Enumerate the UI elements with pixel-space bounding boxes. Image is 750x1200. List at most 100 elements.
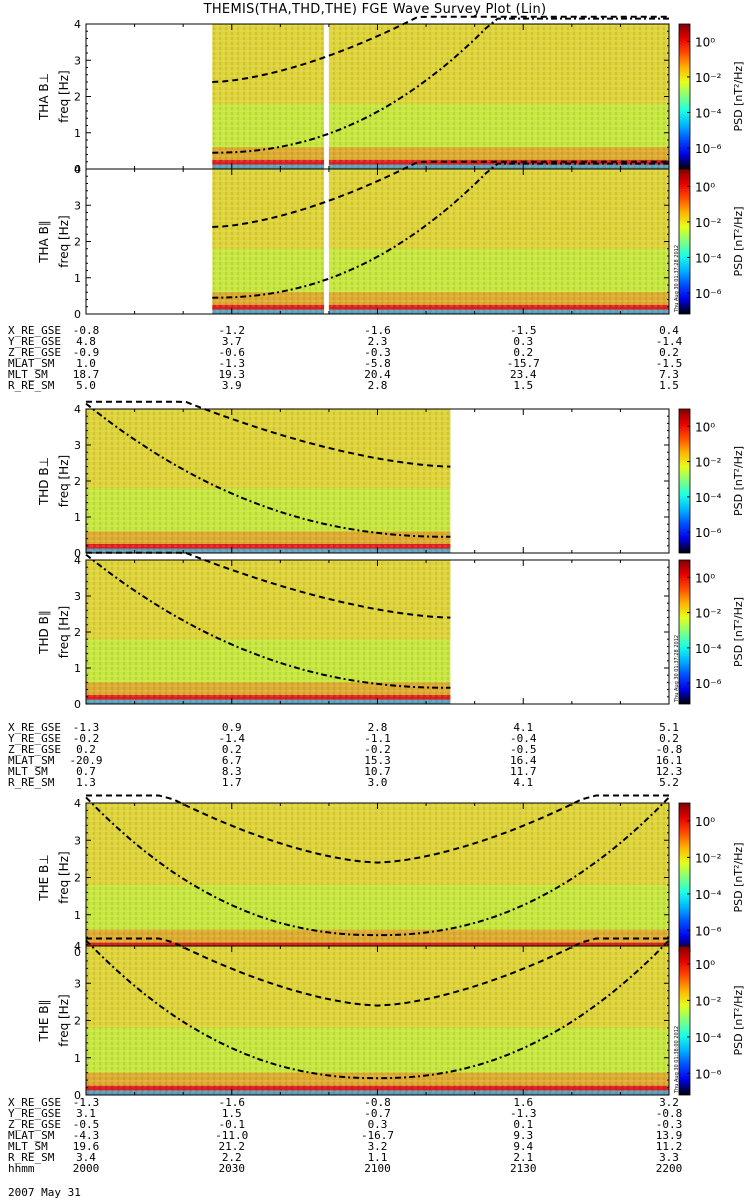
ephemeris-value: 2100 bbox=[364, 1162, 391, 1175]
page-title: THEMIS(THA,THD,THE) FGE Wave Survey Plot… bbox=[203, 2, 547, 17]
y-tick-label: 3 bbox=[74, 199, 81, 212]
panel-the-bpar: 0 1 2 3 4 THE B∥ freq [Hz] bbox=[37, 937, 670, 1102]
ephemeris-value: 0.2 bbox=[513, 346, 534, 359]
colorbar-tick-label: 10⁻⁴ bbox=[695, 491, 722, 505]
y-tick-label: 1 bbox=[74, 127, 81, 140]
colorbar-tick-label: 10⁰ bbox=[695, 420, 715, 434]
gyrofrequency-curve bbox=[85, 939, 670, 1080]
timestamp-label: Thu Aug 30 01:38:00 2012 bbox=[674, 1026, 680, 1094]
ephemeris-value: 1.6 bbox=[513, 1096, 534, 1109]
ephemeris-value: 11.2 bbox=[655, 1140, 683, 1153]
ephemeris-value: 0.3 bbox=[513, 335, 534, 348]
ephemeris-value: 4.8 bbox=[76, 335, 96, 348]
y-tick-label: 0 bbox=[74, 163, 81, 176]
ephemeris-row: MLAT_SM -20.9 6.7 15.3 16.4 16.1 bbox=[8, 755, 748, 766]
panel-tha-bpar: 0 1 2 3 4 THA B∥ freq [Hz] bbox=[37, 160, 670, 321]
ephemeris-value: 5.2 bbox=[659, 776, 679, 789]
ephemeris-value: 2030 bbox=[218, 1162, 246, 1175]
colorbar-label: PSD [nT²/Hz] bbox=[732, 597, 745, 667]
ephemeris-label: R_RE_SM bbox=[8, 776, 55, 789]
gyrofrequency-curve bbox=[212, 15, 669, 83]
y-axis-label: freq [Hz] bbox=[57, 215, 71, 267]
ephemeris-value: 3.3 bbox=[659, 1151, 679, 1164]
ephemeris-value: -1.3 bbox=[218, 357, 246, 370]
colorbar: 10⁰ 10⁻² 10⁻⁴ 10⁻⁶ PSD [nT²/Hz] Thu Aug 30 01… bbox=[674, 559, 745, 705]
ephemeris-value: -1.6 bbox=[218, 1096, 246, 1109]
colorbar-tick-label: 10⁻² bbox=[695, 851, 722, 865]
colorbar-tick-label: 10⁻⁶ bbox=[695, 526, 722, 540]
ephemeris-table-tha: X_RE_GSE -0.8 -1.2 -1.6 -1.5 0.4 Y_RE_GSE 4.8 3.… bbox=[8, 325, 748, 391]
ephemeris-row: Z_RE_GSE -0.5 -0.1 0.3 0.1 -0.3 bbox=[8, 1119, 748, 1130]
gyrofrequency-curve bbox=[85, 796, 670, 937]
ephemeris-value: -1.3 bbox=[510, 1107, 537, 1120]
y-tick-label: 2 bbox=[74, 91, 81, 104]
colorbar-tick-label: 10⁻² bbox=[695, 216, 722, 230]
gyrofrequency-curve bbox=[85, 553, 451, 689]
ephemeris-label: X_RE_GSE bbox=[8, 1096, 61, 1109]
ephemeris-value: 0.2 bbox=[659, 732, 679, 745]
y-axis-label: freq [Hz] bbox=[57, 851, 71, 903]
ephemeris-value: 1.1 bbox=[367, 1151, 388, 1164]
panel-thd-bperp: 0 1 2 3 4 THD B⊥ freq [Hz] bbox=[37, 400, 670, 560]
y-tick-label: 3 bbox=[74, 590, 81, 603]
colorbar-tick-label: 10⁻⁶ bbox=[695, 677, 722, 691]
ephemeris-value: 1.5 bbox=[221, 1107, 242, 1120]
ephemeris-label: MLAT_SM bbox=[8, 357, 55, 370]
ephemeris-value: -0.2 bbox=[364, 743, 391, 756]
ephemeris-table-thd: X_RE_GSE -1.3 0.9 2.8 4.1 5.1 Y_RE_GSE -0.2 -1.4… bbox=[8, 722, 748, 788]
ephemeris-row: X_RE_GSE -1.3 0.9 2.8 4.1 5.1 bbox=[8, 722, 748, 733]
ephemeris-row: Y_RE_GSE -0.2 -1.4 -1.1 -0.4 0.2 bbox=[8, 733, 748, 744]
ephemeris-label: X_RE_GSE bbox=[8, 721, 61, 734]
y-tick-label: 2 bbox=[74, 236, 81, 249]
ephemeris-value: 0.4 bbox=[659, 324, 679, 337]
colorbar-tick-label: 10⁻⁶ bbox=[695, 1067, 722, 1081]
ephemeris-value: -0.3 bbox=[364, 346, 391, 359]
ephemeris-value: -15.7 bbox=[506, 357, 540, 370]
panel-the-bperp: 0 1 2 3 4 THE B⊥ freq [Hz] bbox=[37, 794, 670, 959]
y-tick-label: 1 bbox=[74, 272, 81, 285]
ephemeris-value: -0.1 bbox=[218, 1118, 246, 1131]
ephemeris-value: -1.3 bbox=[72, 1096, 100, 1109]
ephemeris-value: 19.3 bbox=[218, 368, 246, 381]
ephemeris-value: -1.6 bbox=[364, 324, 391, 337]
ephemeris-row: MLT_SM 19.6 21.2 3.2 9.4 11.2 bbox=[8, 1141, 748, 1152]
colorbar-tick-label: 10⁻² bbox=[695, 456, 722, 470]
ephemeris-value: 3.9 bbox=[221, 379, 242, 392]
ephemeris-table-the: X_RE_GSE -1.3 -1.6 -0.8 1.6 3.2 Y_RE_GSE 3.1 1.5… bbox=[8, 1097, 748, 1174]
y-tick-label: 4 bbox=[74, 797, 81, 810]
ephemeris-value: -0.7 bbox=[364, 1107, 391, 1120]
colorbar-tick-label: 10⁰ bbox=[695, 571, 715, 585]
ephemeris-value: -0.8 bbox=[72, 324, 100, 337]
ephemeris-label: R_RE_SM bbox=[8, 1151, 55, 1164]
ephemeris-value: -1.2 bbox=[218, 324, 246, 337]
ephemeris-value: 2000 bbox=[72, 1162, 100, 1175]
ephemeris-label: MLAT_SM bbox=[8, 754, 55, 767]
ephemeris-value: -1.5 bbox=[655, 357, 683, 370]
y-tick-label: 2 bbox=[74, 1015, 81, 1028]
ephemeris-value: 7.3 bbox=[659, 368, 679, 381]
y-tick-label: 0 bbox=[74, 698, 81, 711]
y-tick-label: 4 bbox=[74, 18, 81, 31]
ephemeris-value: 9.4 bbox=[513, 1140, 534, 1153]
y-axis-label: freq [Hz] bbox=[57, 994, 71, 1046]
ephemeris-label: R_RE_SM bbox=[8, 379, 55, 392]
panel-label: THA B∥ bbox=[37, 220, 51, 264]
colorbar: 10⁰ 10⁻² 10⁻⁴ 10⁻⁶ PSD [nT²/Hz] Thu Aug 30 01… bbox=[674, 168, 745, 315]
ephemeris-label: Z_RE_GSE bbox=[8, 346, 61, 359]
colorbar-tick-label: 10⁰ bbox=[695, 958, 715, 972]
colorbar-label: PSD [nT²/Hz] bbox=[732, 842, 745, 912]
colorbar: 10⁰ 10⁻² 10⁻⁴ 10⁻⁶ PSD [nT²/Hz] bbox=[678, 802, 745, 953]
colorbar-tick-label: 10⁻⁴ bbox=[695, 1031, 722, 1045]
colorbar-tick-label: 10⁰ bbox=[695, 35, 715, 49]
colorbar: 10⁰ 10⁻² 10⁻⁴ 10⁻⁶ PSD [nT²/Hz] Thu Aug 30 01… bbox=[674, 945, 745, 1096]
colorbar: 10⁰ 10⁻² 10⁻⁴ 10⁻⁶ PSD [nT²/Hz] bbox=[678, 408, 745, 554]
y-axis-label: freq [Hz] bbox=[57, 70, 71, 122]
ephemeris-value: 12.3 bbox=[655, 765, 683, 778]
ephemeris-value: 2.1 bbox=[513, 1151, 534, 1164]
ephemeris-value: 0.2 bbox=[221, 743, 242, 756]
y-tick-label: 3 bbox=[74, 54, 81, 67]
ephemeris-value: 20.4 bbox=[364, 368, 391, 381]
colorbar-tick-label: 10⁻⁶ bbox=[695, 287, 722, 301]
y-tick-label: 0 bbox=[74, 547, 81, 560]
